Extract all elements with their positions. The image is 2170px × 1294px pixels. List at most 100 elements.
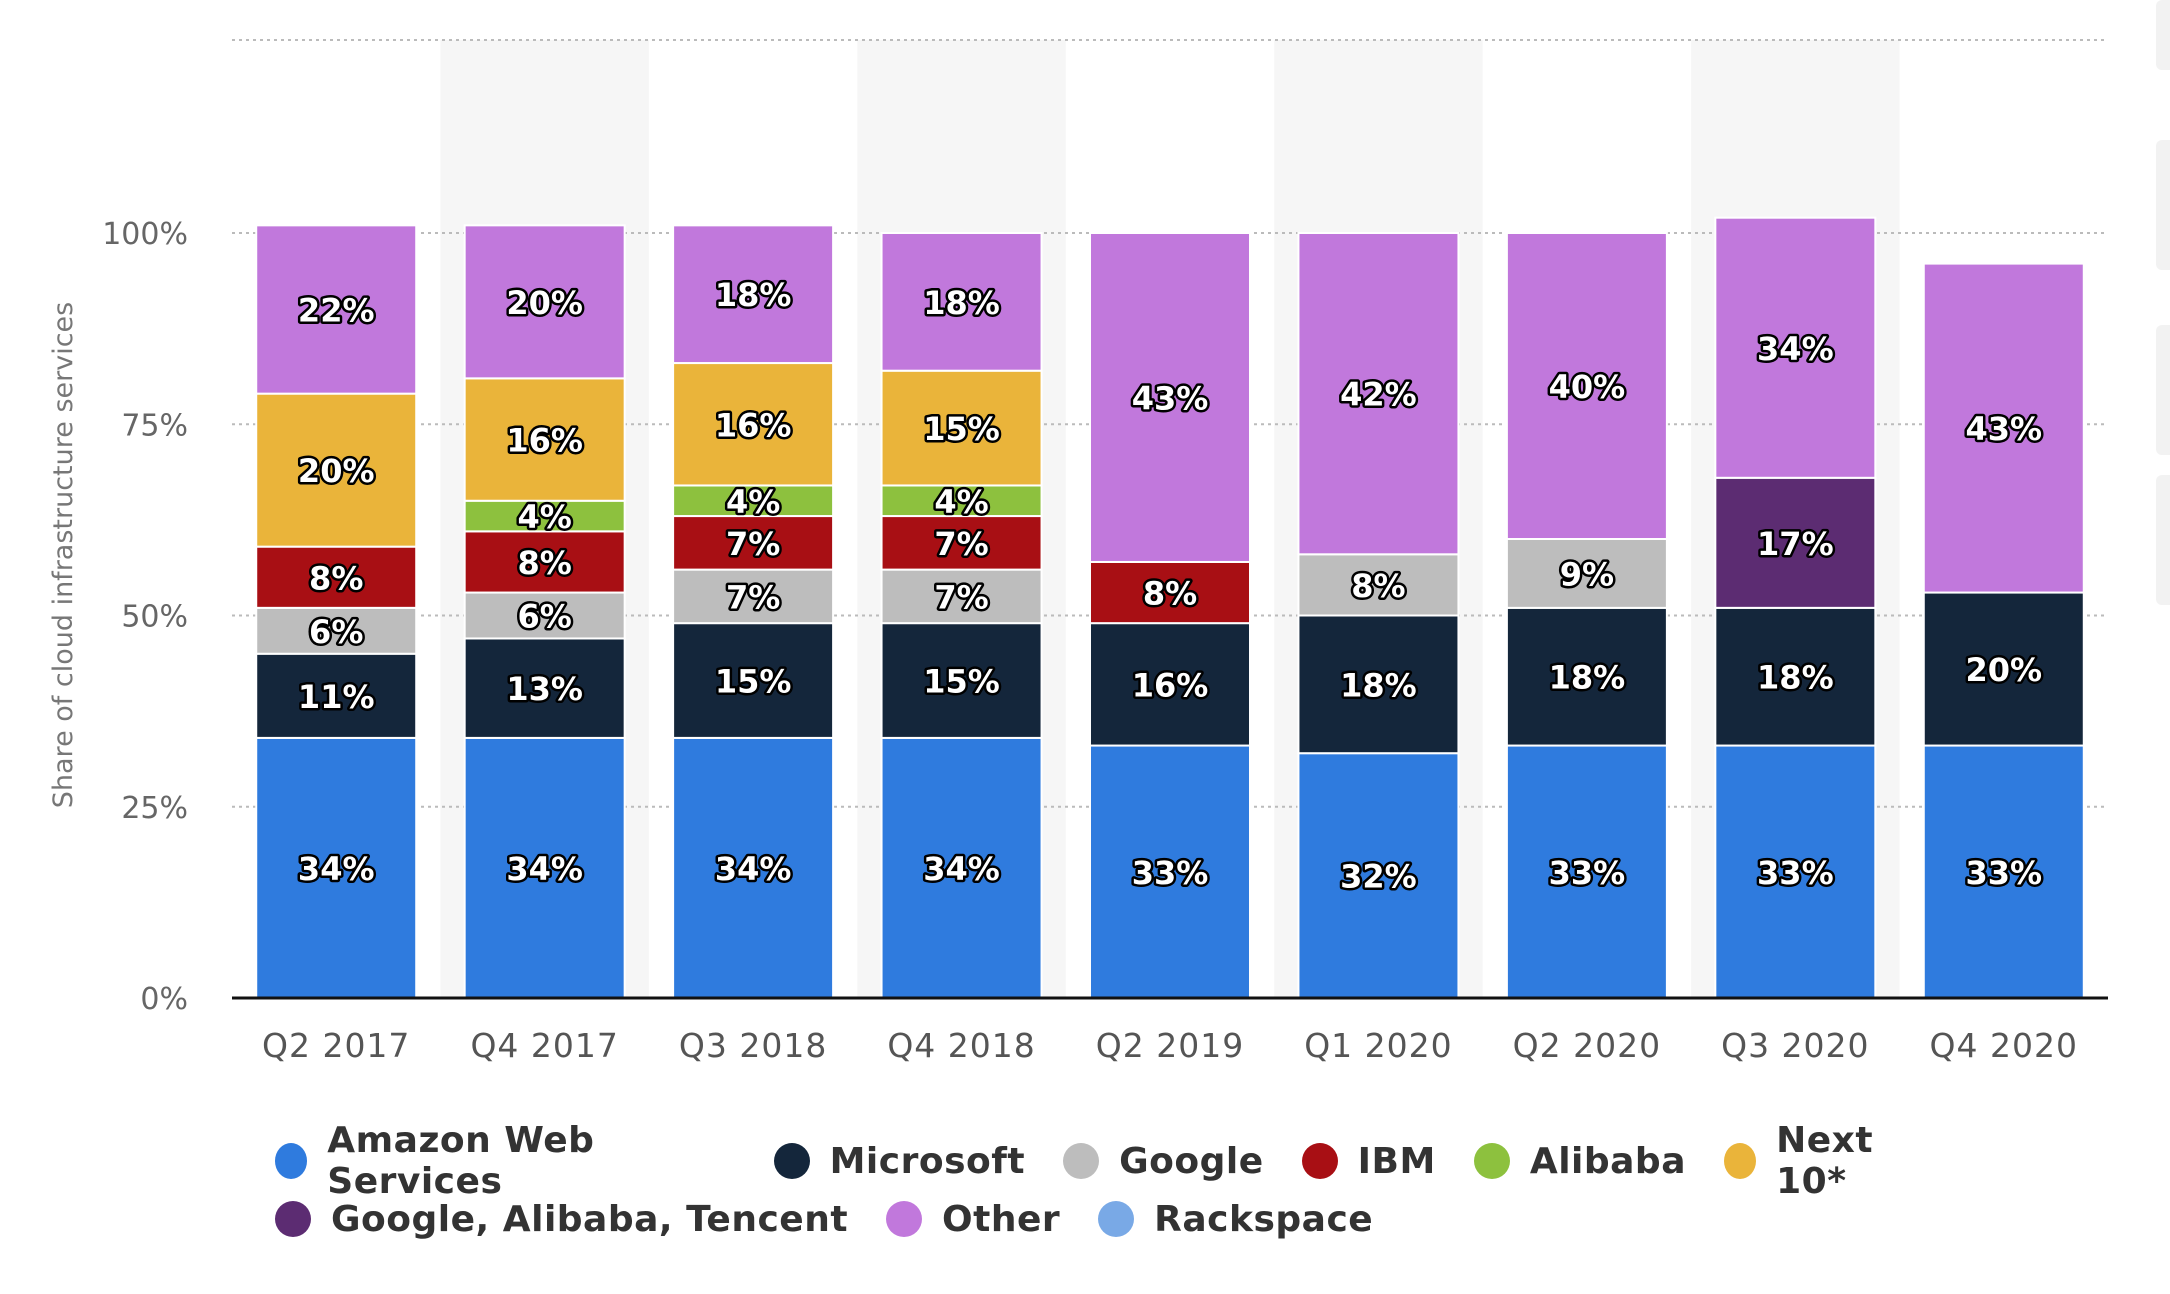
bar-segment	[463, 736, 626, 1000]
legend-label: Google	[1119, 1140, 1264, 1182]
legend-label: Rackspace	[1154, 1198, 1374, 1240]
x-tick-label: Q1 2020	[1304, 1026, 1452, 1065]
legend-label: Other	[942, 1198, 1061, 1240]
x-tick-label: Q2 2020	[1513, 1026, 1661, 1065]
legend-item[interactable]: Rackspace	[1098, 1199, 1373, 1240]
bar-segment	[880, 369, 1043, 487]
bar-segment	[672, 484, 835, 518]
data-label: 7%	[934, 525, 988, 563]
legend-item[interactable]: Next 10*	[1724, 1120, 1937, 1202]
data-label: 43%	[1965, 410, 2042, 448]
bar-segment	[672, 362, 835, 487]
side-panel-tab[interactable]	[2156, 325, 2170, 455]
data-label: 34%	[298, 850, 375, 888]
bar-segment	[255, 736, 418, 1000]
data-label: 22%	[298, 292, 375, 330]
x-tick-label: Q4 2020	[1930, 1026, 2078, 1065]
data-label: 7%	[726, 578, 780, 616]
side-panel-tab[interactable]	[2156, 140, 2170, 270]
data-label: 33%	[1757, 854, 1834, 892]
bar-segment	[1505, 606, 1668, 747]
data-label: 15%	[923, 663, 1000, 701]
bar-segment	[880, 736, 1043, 1000]
data-label: 15%	[715, 663, 792, 701]
legend-item[interactable]: Alibaba	[1473, 1140, 1686, 1182]
side-panel-tab[interactable]	[2156, 475, 2170, 605]
bar-segment	[1714, 216, 1877, 479]
legend-marker	[1063, 1143, 1100, 1179]
data-label: 33%	[1965, 854, 2042, 892]
legend-item[interactable]: Google	[1063, 1141, 1264, 1182]
bar-segment	[880, 622, 1043, 739]
data-label: 13%	[506, 670, 583, 708]
data-label: 11%	[298, 678, 375, 716]
legend-marker	[275, 1201, 311, 1237]
legend-marker	[1301, 1143, 1338, 1179]
bar-segment	[1089, 622, 1251, 747]
data-label: 6%	[309, 613, 363, 651]
legend-marker	[275, 1143, 308, 1179]
data-label: 4%	[934, 483, 988, 521]
y-axis-label: Share of cloud infrastructure services	[48, 302, 79, 808]
bar-segment	[463, 377, 626, 502]
bar-segment	[672, 224, 835, 365]
bar-segment	[255, 606, 418, 655]
bar-segment	[1714, 476, 1877, 609]
legend-item[interactable]: Google, Alibaba, Tencent	[275, 1199, 848, 1240]
legend-marker	[1473, 1143, 1510, 1179]
data-label: 18%	[1340, 666, 1417, 704]
y-tick-label: 25%	[121, 791, 188, 826]
x-tick-label: Q4 2018	[887, 1026, 1035, 1065]
data-label: 6%	[518, 598, 572, 636]
x-tick-label: Q3 2020	[1721, 1026, 1869, 1065]
legend-row: Amazon Web Services Microsoft Google IBM Ali…	[275, 1120, 1975, 1202]
legend-item[interactable]: Microsoft	[773, 1140, 1026, 1182]
bar-segment	[255, 545, 418, 609]
bar-segment	[1505, 538, 1668, 609]
data-label: 33%	[1132, 854, 1209, 892]
bar-segment	[463, 591, 626, 640]
data-label: 34%	[923, 850, 1000, 888]
data-label: 18%	[1757, 659, 1834, 697]
data-label: 18%	[923, 284, 1000, 322]
x-tick-label: Q2 2017	[262, 1026, 410, 1065]
bar-segment	[1714, 744, 1877, 999]
legend: Amazon Web Services Microsoft Google IBM Ali…	[275, 1120, 1975, 1248]
y-tick-label: 100%	[102, 217, 188, 252]
data-label: 8%	[309, 559, 363, 597]
data-label: 8%	[1351, 567, 1405, 605]
data-label: 7%	[934, 578, 988, 616]
data-label: 34%	[1757, 330, 1834, 368]
legend-marker	[773, 1143, 810, 1179]
legend-marker	[1724, 1143, 1757, 1179]
x-tick-label: Q2 2019	[1096, 1026, 1244, 1065]
data-labels: 34% 11% 6% 8% 20% 22% 34% 13% 6% 8% 4% 16% 20% 34% 15%…	[295, 274, 2044, 898]
legend-label: Next 10*	[1776, 1120, 1874, 1202]
bar-segment	[463, 224, 626, 380]
bar-segment	[672, 736, 835, 1000]
bar-segment	[1089, 232, 1251, 563]
data-label: 17%	[1757, 525, 1834, 563]
data-label: 9%	[1560, 555, 1614, 593]
legend-label: Alibaba	[1529, 1140, 1686, 1182]
data-label: 4%	[726, 483, 780, 521]
legend-marker	[886, 1201, 923, 1237]
data-label: 4%	[518, 498, 572, 536]
side-panel-tab[interactable]	[2156, 0, 2170, 70]
legend-item[interactable]: IBM	[1301, 1140, 1436, 1182]
axes: 0% 25% 50% 75% 100% Q2 2017 Q4 2017 Q3 2018 Q4 2…	[102, 217, 2108, 1065]
bar-segment	[672, 515, 835, 571]
legend-marker	[1098, 1201, 1135, 1237]
legend-item[interactable]: Amazon Web Services	[275, 1120, 736, 1202]
legend-label: Microsoft	[829, 1140, 1026, 1182]
x-tick-label: Q3 2018	[679, 1026, 827, 1065]
x-tick-label: Q4 2017	[470, 1026, 618, 1065]
data-label: 34%	[715, 850, 792, 888]
bar-segment	[1297, 752, 1460, 1000]
bar-segment	[1089, 560, 1251, 625]
data-label: 7%	[726, 525, 780, 563]
bar-segment	[880, 515, 1043, 571]
y-tick-label: 0%	[140, 982, 188, 1017]
legend-item[interactable]: Other	[886, 1199, 1060, 1240]
legend-label: IBM	[1357, 1140, 1436, 1182]
